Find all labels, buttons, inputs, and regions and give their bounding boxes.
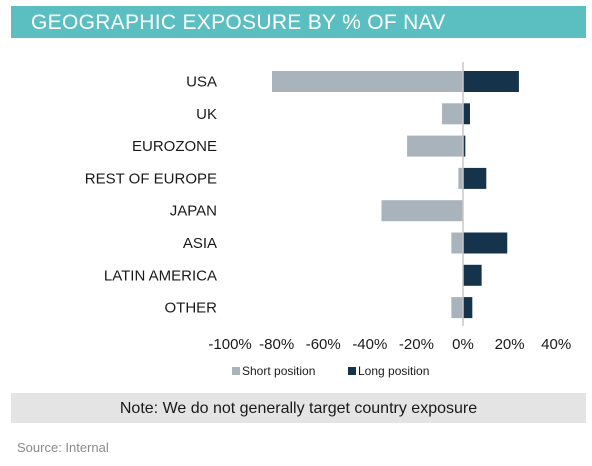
bar-series xyxy=(272,71,519,319)
long-position-bar xyxy=(463,135,466,157)
x-tick-label: -80% xyxy=(259,336,294,353)
chart-header-bar: GEOGRAPHIC EXPOSURE BY % OF NAV xyxy=(11,6,586,38)
x-tick-label: -100% xyxy=(208,336,251,353)
exposure-bar-chart: USA UK EUROZONE REST OF EUROPE JAPAN ASIA LATI… xyxy=(85,62,571,378)
category-labels: USA UK EUROZONE REST OF EUROPE JAPAN ASIA LATI… xyxy=(85,74,217,317)
category-label: USA xyxy=(186,74,217,91)
long-position-bar xyxy=(463,232,508,254)
category-label: EUROZONE xyxy=(132,138,217,155)
note-banner: Note: We do not generally target country… xyxy=(11,393,586,423)
short-position-bar xyxy=(381,200,463,222)
category-label: REST OF EUROPE xyxy=(85,170,217,187)
x-tick-label: -60% xyxy=(306,336,341,353)
x-tick-label: 0% xyxy=(452,336,474,353)
x-tick-label: -40% xyxy=(352,336,387,353)
long-position-bar xyxy=(463,167,487,189)
long-position-bar xyxy=(463,264,482,286)
long-position-bar xyxy=(463,103,470,125)
chart-title: GEOGRAPHIC EXPOSURE BY % OF NAV xyxy=(31,11,446,34)
category-label: UK xyxy=(196,106,217,123)
short-position-bar xyxy=(272,71,463,92)
x-tick-labels: -100% -80% -60% -40% -20% 0% 20% 40% xyxy=(208,336,571,353)
source-caption: Source: Internal xyxy=(17,440,109,455)
legend-swatch-short xyxy=(232,367,240,375)
x-tick-label: 20% xyxy=(495,336,525,353)
legend-label-long: Long position xyxy=(358,364,429,378)
legend-swatch-long xyxy=(348,367,356,375)
x-tick-label: -20% xyxy=(399,336,434,353)
category-label: OTHER xyxy=(165,300,218,317)
category-label: ASIA xyxy=(183,235,217,252)
category-label: JAPAN xyxy=(170,203,217,220)
legend: Short position Long position xyxy=(232,364,429,378)
long-position-bar xyxy=(463,71,519,92)
category-label: LATIN AMERICA xyxy=(104,267,217,284)
legend-label-short: Short position xyxy=(242,364,315,378)
x-tick-label: 40% xyxy=(541,336,571,353)
long-position-bar xyxy=(463,297,473,319)
short-position-bar xyxy=(451,232,463,254)
short-position-bar xyxy=(451,297,463,319)
short-position-bar xyxy=(442,103,463,125)
short-position-bar xyxy=(407,135,463,157)
short-position-bar xyxy=(458,167,463,189)
